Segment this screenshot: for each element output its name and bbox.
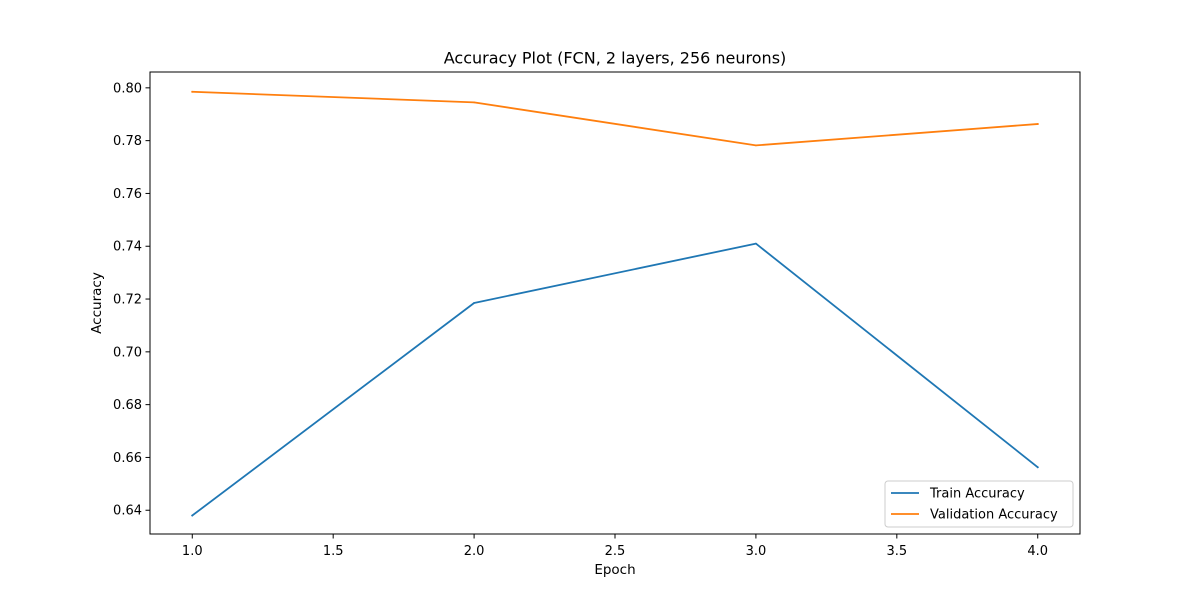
x-tick-label: 3.0 <box>746 544 767 559</box>
series-layer <box>191 90 1039 517</box>
legend-box <box>884 480 1074 528</box>
series-1-point-3 <box>1036 123 1039 125</box>
x-tick-label: 3.5 <box>886 544 907 559</box>
x-tick-label: 1.5 <box>323 544 344 559</box>
y-tick-label: 0.74 <box>113 240 142 255</box>
series-1-point-0 <box>191 90 194 93</box>
series-1-point-2 <box>755 144 757 147</box>
y-tick-label: 0.80 <box>113 81 142 96</box>
y-tick-label: 0.70 <box>113 345 142 360</box>
y-tick-label: 0.72 <box>113 293 142 308</box>
chart-title: Accuracy Plot (FCN, 2 layers, 256 neuron… <box>444 49 787 68</box>
series-0-point-1 <box>473 302 475 304</box>
legend-label-1: Validation Accuracy <box>930 508 1058 523</box>
plot-area <box>150 72 1080 534</box>
x-axis-label: Epoch <box>594 562 635 578</box>
y-axis-label: Accuracy <box>89 272 105 334</box>
x-tick-label: 2.5 <box>605 544 626 559</box>
y-tick-label: 0.68 <box>113 398 142 413</box>
x-tick-label: 4.0 <box>1027 544 1048 559</box>
legend-label-0: Train Accuracy <box>929 487 1025 502</box>
y-tick-label: 0.66 <box>113 451 142 466</box>
x-tick-label: 2.0 <box>464 544 485 559</box>
y-tick-label: 0.76 <box>113 187 142 202</box>
y-tick-label: 0.64 <box>113 504 142 519</box>
series-1-point-1 <box>473 101 475 104</box>
series-0-point-0 <box>191 514 194 517</box>
series-0-point-3 <box>1036 466 1039 469</box>
series-line-1 <box>191 90 1039 147</box>
series-0-point-2 <box>755 242 757 245</box>
x-tick-label: 1.0 <box>182 544 203 559</box>
y-tick-label: 0.78 <box>113 134 142 149</box>
series-line-0 <box>191 242 1039 517</box>
plot-frame <box>149 71 1081 535</box>
ticks-layer: 1.0 1.5 2.0 2.5 3.0 3.5 4.0 0.64 0.66 0.68 0.70 0.7… <box>113 81 1048 559</box>
legend: Train Accuracy Validation Accuracy <box>884 480 1074 528</box>
